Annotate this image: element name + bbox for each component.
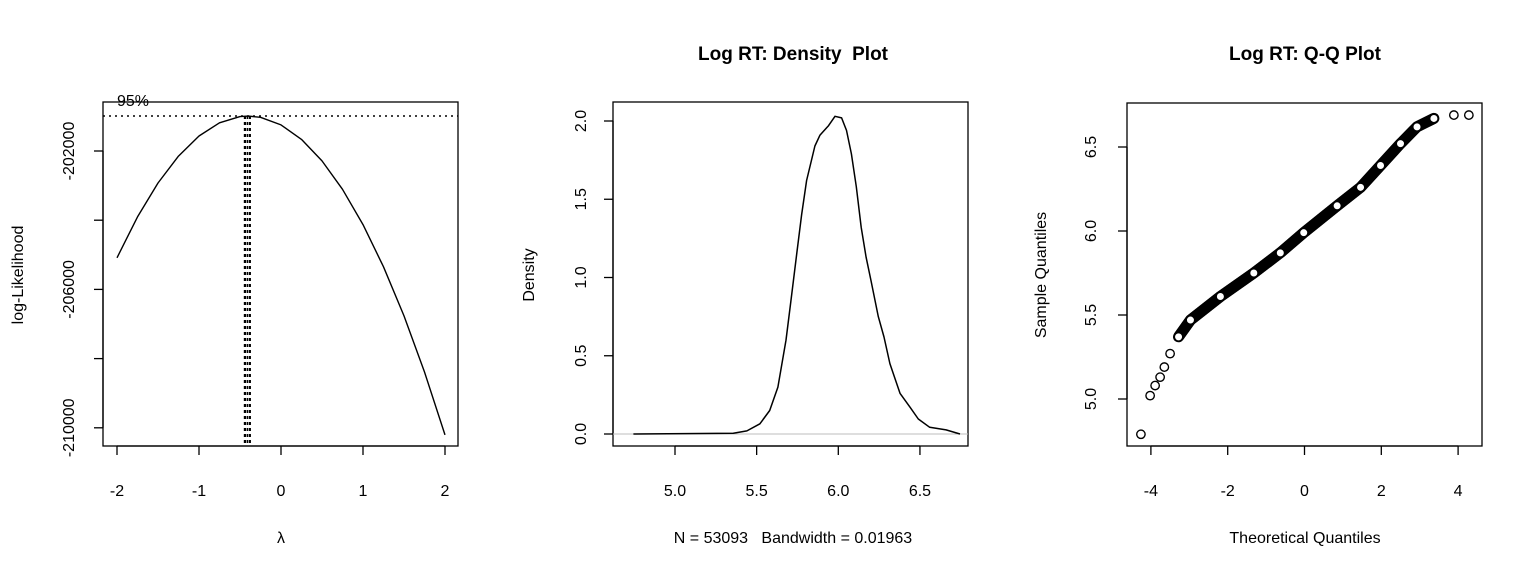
qq-point <box>1298 227 1309 238</box>
boxcox-panel: 95% λ log-Likelihood -2 -1 0 1 2 -202000 -2060… <box>10 93 459 547</box>
x-tick-label: 6.0 <box>827 483 849 500</box>
qq-point <box>1448 110 1459 120</box>
y-axis-label: Density <box>521 248 538 301</box>
chart-title: Log RT: Q-Q Plot <box>1229 44 1382 65</box>
y-tick-label: -206000 <box>61 260 78 319</box>
x-tick-label: 0 <box>277 483 286 500</box>
y-tick-label: 1.5 <box>573 188 590 210</box>
y-tick-label: 2.0 <box>573 110 590 132</box>
qq-point <box>1150 380 1161 391</box>
qq-point <box>1165 348 1176 359</box>
y-tick-label: -202000 <box>61 122 78 181</box>
qq-point <box>1159 362 1170 372</box>
x-tick-label: 5.0 <box>664 483 686 500</box>
qq-point <box>1173 331 1184 342</box>
x-tick-label: -2 <box>1221 483 1235 500</box>
y-tick-label: 1.0 <box>573 266 590 288</box>
qq-point <box>1145 390 1156 401</box>
y-tick-label: 5.5 <box>1083 304 1100 326</box>
y-axis-label: Sample Quantiles <box>1033 212 1050 338</box>
x-tick-label: 4 <box>1454 483 1463 500</box>
x-axis-label: Theoretical Quantiles <box>1229 530 1380 547</box>
qq-point <box>1136 429 1146 440</box>
qq-point <box>1248 268 1259 278</box>
density-panel: Log RT: Density Plot N = 53093 Bandwidth… <box>521 44 969 547</box>
y-tick-label: 6.0 <box>1083 220 1100 242</box>
qq-point <box>1355 182 1366 193</box>
y-tick-label: -210000 <box>61 398 78 457</box>
y-tick-label: 0.5 <box>573 345 590 367</box>
qq-panel: Log RT: Q-Q Plot Theoretical Quantiles S… <box>1033 44 1483 547</box>
qq-point <box>1395 138 1406 149</box>
qq-point <box>1412 121 1422 132</box>
qq-point <box>1155 372 1166 383</box>
loglik-curve <box>116 115 446 436</box>
chart-title: Log RT: Density Plot <box>698 44 889 65</box>
x-tick-label: -2 <box>110 483 124 500</box>
qq-point <box>1375 160 1386 171</box>
y-tick-label: 6.5 <box>1083 136 1100 158</box>
x-tick-label: 0 <box>1300 483 1309 500</box>
x-tick-label: -1 <box>192 483 206 500</box>
x-tick-label: 6.5 <box>909 483 931 500</box>
density-curve <box>633 115 961 435</box>
qq-point <box>1429 113 1439 124</box>
y-axis-label: log-Likelihood <box>10 226 27 325</box>
x-axis-label: λ <box>277 530 285 547</box>
x-tick-label: 2 <box>1377 483 1386 500</box>
x-tick-label: 2 <box>441 483 450 500</box>
qq-point <box>1463 110 1474 120</box>
qq-point <box>1185 315 1196 325</box>
x-tick-label: -4 <box>1144 483 1158 500</box>
x-tick-label: 5.5 <box>746 483 768 500</box>
y-tick-label: 5.0 <box>1083 388 1100 410</box>
x-axis-label: N = 53093 Bandwidth = 0.01963 <box>674 530 913 547</box>
qq-point <box>1215 291 1226 302</box>
qq-point <box>1332 200 1343 211</box>
x-tick-label: 1 <box>359 483 368 500</box>
ci-label: 95% <box>117 93 149 110</box>
qq-point <box>1275 247 1286 258</box>
y-tick-label: 0.0 <box>573 423 590 445</box>
